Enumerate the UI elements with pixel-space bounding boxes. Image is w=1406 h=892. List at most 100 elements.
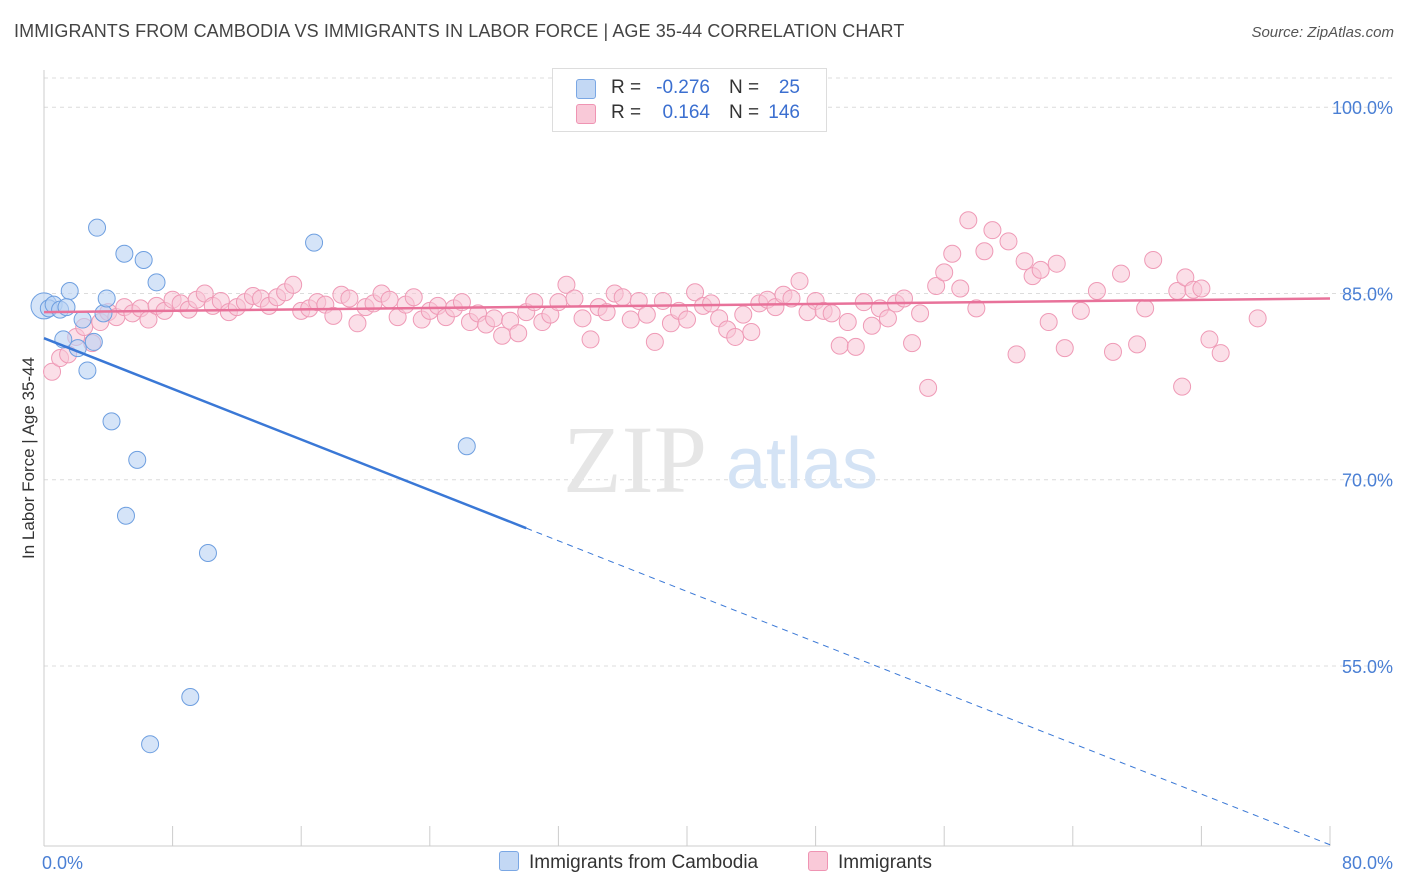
- legend-n-label: N =: [729, 77, 760, 98]
- source-label: Source: ZipAtlas.com: [1251, 24, 1394, 41]
- immigrants-point: [557, 275, 576, 294]
- cambodia-point: [116, 506, 135, 525]
- immigrants-point: [1087, 282, 1106, 301]
- cambodia-point: [94, 304, 113, 323]
- legend-n-value: 25: [778, 77, 800, 98]
- immigrants-point: [1071, 301, 1090, 320]
- immigrants-point: [348, 314, 367, 333]
- legend-swatch-cambodia: [576, 79, 596, 99]
- immigrants-point: [1144, 250, 1163, 269]
- legend-n-value: 146: [768, 102, 800, 123]
- immigrants-point: [1173, 377, 1192, 396]
- cambodia-point: [102, 412, 121, 431]
- legend: R = -0.276 N = 25 R = 0.164 N = 146: [552, 68, 827, 132]
- immigrants-point: [734, 305, 753, 324]
- cambodia-point: [134, 250, 153, 269]
- immigrants-point: [862, 316, 881, 335]
- immigrants-point: [404, 288, 423, 307]
- immigrants-point: [1039, 313, 1058, 332]
- trend-lines: [43, 297, 1331, 846]
- cambodia-point: [141, 735, 160, 754]
- immigrants-point: [1055, 339, 1074, 358]
- immigrants-point: [846, 337, 865, 356]
- bottom-legend-immigrants: Immigrants: [808, 851, 932, 874]
- y-tick-label: 85.0%: [1342, 284, 1393, 304]
- cambodia-point: [181, 688, 200, 707]
- immigrants-point: [653, 291, 672, 310]
- immigrants-point: [597, 303, 616, 322]
- legend-r-value: 0.164: [662, 102, 710, 123]
- cambodia-point: [305, 233, 324, 252]
- immigrants-point: [895, 289, 914, 308]
- immigrants-point: [975, 242, 994, 261]
- immigrants-point: [493, 326, 512, 345]
- immigrants-point: [999, 232, 1018, 251]
- immigrants-point: [830, 336, 849, 355]
- immigrants-point: [549, 293, 568, 312]
- legend-swatch-immigrants: [576, 104, 596, 124]
- cambodia-point: [198, 543, 217, 562]
- bottom-legend-swatch-immigrants: [808, 851, 828, 871]
- immigrants-point: [983, 221, 1002, 240]
- immigrants-point: [284, 275, 303, 294]
- gridlines: [44, 77, 1395, 667]
- chart-title: IMMIGRANTS FROM CAMBODIA VS IMMIGRANTS I…: [14, 21, 905, 41]
- axes: [43, 70, 1331, 847]
- x-tick-label: 0.0%: [42, 853, 83, 873]
- x-tick-label: 80.0%: [1342, 853, 1393, 873]
- immigrants-point: [1015, 252, 1034, 271]
- legend-r-value: -0.276: [656, 77, 710, 98]
- immigrants-point: [1248, 309, 1267, 328]
- bottom-legend-swatch-cambodia: [499, 851, 519, 871]
- immigrants-point: [702, 294, 721, 313]
- immigrants-point: [742, 322, 761, 341]
- immigrants-point: [573, 309, 592, 328]
- immigrants-point: [509, 324, 528, 343]
- legend-r-label: R =: [611, 102, 642, 123]
- immigrants-point: [1211, 344, 1230, 363]
- immigrants-point: [43, 362, 62, 381]
- legend-n-label: N =: [729, 102, 760, 123]
- immigrants-point: [1136, 299, 1155, 318]
- immigrants-point: [822, 304, 841, 323]
- immigrants-trend-line: [43, 297, 1331, 314]
- cambodia-point: [60, 282, 79, 301]
- cambodia-point: [115, 244, 134, 263]
- immigrants-point: [1031, 260, 1050, 279]
- cambodia-trend-extension: [526, 527, 1331, 846]
- immigrants-point: [790, 272, 809, 291]
- immigrants-point: [1128, 335, 1147, 354]
- immigrants-point: [380, 290, 399, 309]
- immigrants-point: [1112, 264, 1131, 283]
- immigrants-point: [613, 288, 632, 307]
- cambodia-point: [128, 450, 147, 469]
- cambodia-point: [84, 332, 103, 351]
- bottom-legend-label-immigrants: Immigrants: [838, 852, 932, 873]
- immigrants-point: [485, 309, 504, 328]
- immigrants-point: [967, 299, 986, 318]
- cambodia-trend-line: [43, 337, 527, 530]
- immigrants-point: [637, 305, 656, 324]
- immigrants-point: [927, 277, 946, 296]
- y-tick-label: 100.0%: [1332, 98, 1393, 118]
- y-tick-label: 70.0%: [1342, 471, 1393, 491]
- immigrants-point: [1007, 345, 1026, 364]
- immigrants-point: [1047, 254, 1066, 273]
- immigrants-point: [838, 313, 857, 332]
- legend-r-label: R =: [611, 77, 642, 98]
- immigrants-point: [686, 283, 705, 302]
- immigrants-point: [951, 279, 970, 298]
- watermark-atlas: atlas: [726, 424, 878, 504]
- immigrants-point: [581, 330, 600, 349]
- immigrants-point: [935, 263, 954, 282]
- cambodia-point: [88, 218, 107, 237]
- immigrants-point: [959, 211, 978, 230]
- immigrants-point: [340, 289, 359, 308]
- immigrants-point: [726, 327, 745, 346]
- bottom-legend-label-cambodia: Immigrants from Cambodia: [529, 852, 759, 873]
- immigrants-point: [943, 244, 962, 263]
- watermark-zip: ZIP: [563, 406, 707, 513]
- immigrants-point: [678, 310, 696, 329]
- cambodia-point: [78, 361, 97, 380]
